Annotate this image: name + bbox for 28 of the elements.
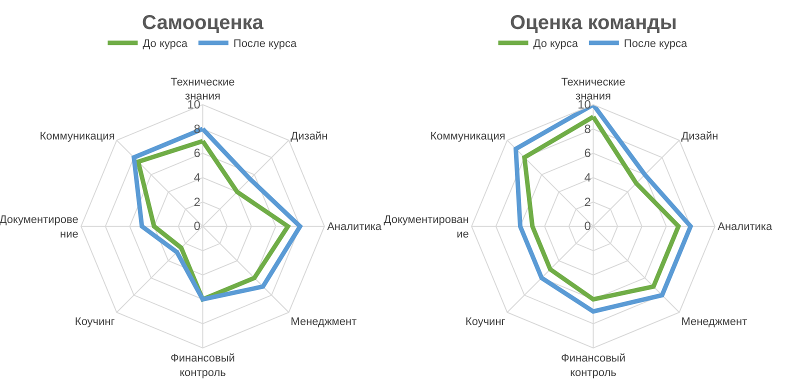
y-tick-label: 6 [584,146,592,160]
y-tick-label: 6 [194,146,201,160]
spoke-label: Коучинг [465,316,506,328]
spoke-label: Документирован ие [384,214,469,240]
y-tick-label: 4 [584,170,592,185]
spoke-label: Финансовый контроль [561,352,626,379]
legend-label: После курса [624,38,688,50]
legend-label: До курса [533,38,579,50]
spoke-label: Менеджмент [681,316,748,328]
spoke-label: Коммуникация [430,130,506,143]
chart-title: Самооценка [142,12,264,34]
spoke-label: Дизайн [290,130,328,143]
y-tick-label: 2 [194,194,201,209]
spoke-label: Коучинг [74,316,115,328]
legend-label: До курса [142,38,188,50]
y-tick-label: 0 [584,219,592,234]
spoke-label: Аналитика [327,221,382,234]
legend-label: После курса [233,38,298,50]
y-tick-label: 8 [584,122,592,136]
chart-title: Оценка команды [510,12,677,34]
y-tick-label: 0 [194,219,201,234]
y-tick-label: 4 [194,170,201,185]
spoke-label: Дизайн [681,130,718,143]
spoke-label: Финансовый контроль [170,352,235,379]
y-tick-label: 2 [584,194,592,209]
spoke-label: Аналитика [718,221,773,234]
spoke-label: Коммуникация [40,130,115,143]
spoke-label: Менеджмент [290,316,357,328]
